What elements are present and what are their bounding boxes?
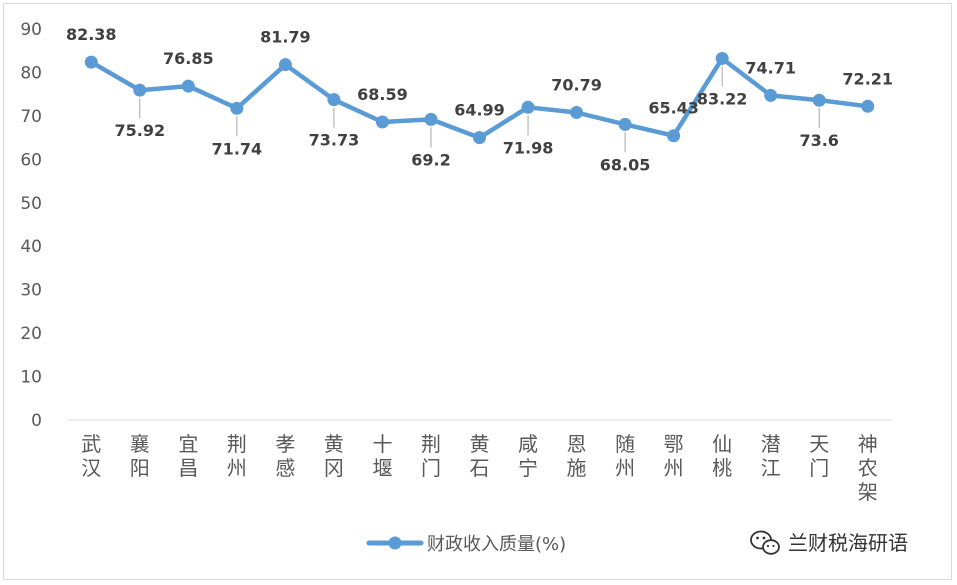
- data-point: [667, 129, 681, 143]
- data-label: 81.79: [260, 28, 311, 47]
- data-label: 72.21: [842, 69, 893, 88]
- data-point: [327, 93, 341, 107]
- y-tick-label: 30: [20, 281, 42, 301]
- data-label: 73.73: [309, 131, 360, 150]
- y-tick-label: 60: [20, 150, 42, 170]
- x-category-label: 恩施: [567, 432, 587, 480]
- x-category-label: 天门: [809, 432, 829, 480]
- data-label: 74.71: [745, 58, 796, 77]
- y-tick-label: 0: [31, 411, 42, 431]
- y-tick-label: 70: [20, 107, 42, 127]
- watermark-text: 兰财税海研语: [788, 531, 908, 555]
- legend-marker-swatch: [388, 536, 402, 550]
- data-labels: 82.38 75.92 76.85 71.74 81.79 73.73 68.59 69.2 6…: [66, 25, 893, 174]
- x-category-label: 潜江: [761, 432, 781, 480]
- x-category-label: 孝感: [275, 432, 295, 480]
- data-point: [133, 83, 147, 97]
- data-label: 71.98: [503, 138, 554, 157]
- y-tick-label: 20: [20, 324, 42, 344]
- x-category-label: 随州: [615, 432, 635, 480]
- wechat-icon: [750, 530, 780, 555]
- y-tick-label: 40: [20, 237, 42, 257]
- data-point: [473, 131, 486, 145]
- legend-label: 财政收入质量(%): [427, 534, 566, 555]
- data-point: [375, 115, 389, 129]
- y-tick-label: 10: [20, 368, 42, 388]
- data-point: [84, 55, 98, 69]
- x-category-label: 荆州: [227, 432, 247, 480]
- x-category-label: 仙桃: [712, 432, 732, 480]
- data-label: 75.92: [114, 121, 165, 140]
- data-point: [424, 112, 438, 126]
- x-category-label: 武汉: [81, 432, 101, 480]
- x-category-label: 黄冈: [324, 432, 344, 480]
- data-label: 83.22: [697, 89, 748, 108]
- data-label: 70.79: [551, 75, 602, 94]
- data-point: [521, 100, 535, 114]
- data-point: [812, 93, 826, 107]
- legend: 财政收入质量(%): [366, 534, 566, 555]
- data-label: 65.43: [648, 99, 699, 118]
- data-label: 82.38: [66, 25, 117, 44]
- data-point: [715, 51, 729, 65]
- x-category-label: 十堰: [372, 432, 392, 480]
- watermark: 兰财税海研语: [750, 530, 908, 555]
- data-point: [278, 58, 292, 72]
- data-point: [618, 117, 632, 131]
- x-category-label: 咸宁: [518, 432, 538, 480]
- x-category-label: 神农架: [858, 432, 878, 504]
- data-label: 68.59: [357, 85, 408, 104]
- data-point: [570, 105, 584, 119]
- data-label: 64.99: [454, 101, 505, 120]
- data-label: 71.74: [212, 139, 263, 158]
- data-point: [181, 79, 195, 93]
- x-category-label: 鄂州: [664, 432, 684, 480]
- x-category-label: 宜昌: [178, 432, 198, 480]
- data-point: [230, 101, 244, 115]
- data-label: 73.6: [799, 131, 838, 150]
- data-point: [861, 99, 875, 113]
- y-tick-label: 50: [20, 194, 42, 214]
- data-label: 76.85: [163, 49, 214, 68]
- x-category-label: 黄石: [470, 432, 490, 480]
- y-tick-label: 90: [20, 20, 42, 40]
- x-category-label: 襄阳: [130, 432, 150, 480]
- y-axis-ticks: 0 10 20 30 40 50 60 70 80 90: [20, 20, 42, 431]
- data-point: [764, 88, 778, 102]
- data-label: 68.05: [600, 155, 651, 174]
- data-label: 69.2: [411, 150, 450, 169]
- x-category-label: 荆门: [421, 432, 441, 480]
- series-points: [84, 51, 875, 145]
- y-tick-label: 80: [20, 63, 42, 83]
- data-label-leader-lines: [139, 66, 820, 153]
